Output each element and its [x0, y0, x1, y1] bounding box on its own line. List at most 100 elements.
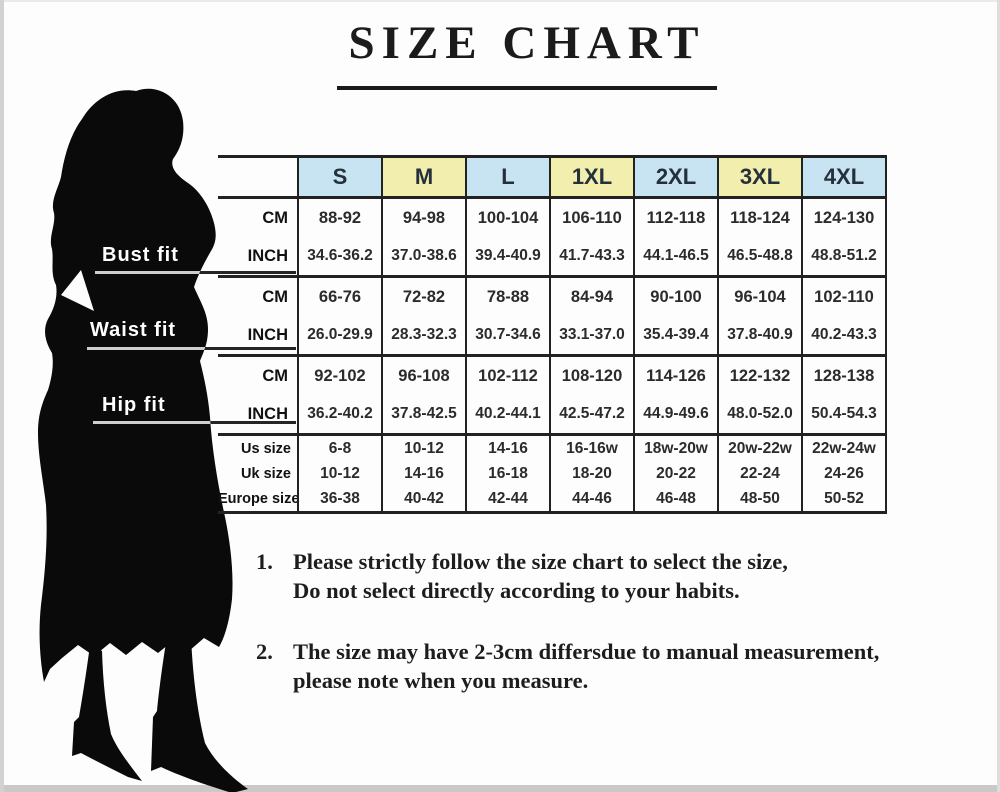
size-cell: 24-26 [801, 461, 887, 486]
size-cell: 37.8-40.9 [717, 316, 803, 357]
size-cell: 22w-24w [801, 434, 887, 461]
size-cell: 41.7-43.3 [549, 237, 635, 278]
size-cell: 118-124 [717, 197, 803, 237]
bust-fit-label: Bust fit [102, 244, 179, 266]
row-label: INCH [218, 316, 299, 357]
size-cell: 40.2-44.1 [465, 395, 551, 436]
size-header-1xl: 1XL [549, 155, 635, 199]
size-cell: 14-16 [381, 461, 467, 486]
note-line: Do not select directly according to your… [293, 578, 740, 603]
row-label: Us size [218, 434, 299, 461]
size-cell: 16-18 [465, 461, 551, 486]
size-cell: 78-88 [465, 276, 551, 316]
size-cell: 88-92 [297, 197, 383, 237]
size-cell: 36-38 [297, 486, 383, 514]
note-text: The size may have 2-3cm differsdue to ma… [293, 637, 879, 695]
size-cell: 10-12 [297, 461, 383, 486]
size-cell: 48.0-52.0 [717, 395, 803, 436]
size-cell: 94-98 [381, 197, 467, 237]
size-header-s: S [297, 155, 383, 199]
corner-cell [218, 155, 299, 199]
note-number: 1. [256, 549, 273, 574]
size-header-m: M [381, 155, 467, 199]
size-cell: 106-110 [549, 197, 635, 237]
size-cell: 36.2-40.2 [297, 395, 383, 436]
table-row: CM 66-76 72-82 78-88 84-94 90-100 96-104… [218, 276, 887, 316]
size-cell: 46-48 [633, 486, 719, 514]
size-cell: 28.3-32.3 [381, 316, 467, 357]
size-header-4xl: 4XL [801, 155, 887, 199]
size-cell: 26.0-29.9 [297, 316, 383, 357]
table-row: CM 88-92 94-98 100-104 106-110 112-118 1… [218, 197, 887, 237]
size-cell: 40.2-43.3 [801, 316, 887, 357]
size-cell: 16-16w [549, 434, 635, 461]
size-cell: 66-76 [297, 276, 383, 316]
size-cell: 122-132 [717, 355, 803, 395]
bust-pointer-line [95, 271, 296, 274]
size-cell: 108-120 [549, 355, 635, 395]
size-cell: 84-94 [549, 276, 635, 316]
note-1: 1. Please strictly follow the size chart… [256, 547, 986, 605]
size-cell: 124-130 [801, 197, 887, 237]
note-text: Please strictly follow the size chart to… [293, 547, 788, 605]
size-cell: 22-24 [717, 461, 803, 486]
size-cell: 44.1-46.5 [633, 237, 719, 278]
table-row: Uk size 10-12 14-16 16-18 18-20 20-22 22… [218, 461, 887, 486]
size-cell: 50.4-54.3 [801, 395, 887, 436]
size-cell: 50-52 [801, 486, 887, 514]
size-cell: 35.4-39.4 [633, 316, 719, 357]
size-cell: 102-112 [465, 355, 551, 395]
row-label: CM [218, 197, 299, 237]
note-number: 2. [256, 639, 273, 664]
size-cell: 112-118 [633, 197, 719, 237]
waist-fit-label: Waist fit [90, 319, 177, 341]
note-line: please note when you measure. [293, 668, 589, 693]
note-line: The size may have 2-3cm differsdue to ma… [293, 639, 880, 664]
size-cell: 48-50 [717, 486, 803, 514]
size-cell: 34.6-36.2 [297, 237, 383, 278]
page-title: SIZE CHART [348, 17, 706, 69]
row-label: INCH [218, 237, 299, 278]
title-underline [337, 86, 717, 90]
row-label: CM [218, 276, 299, 316]
size-cell: 46.5-48.8 [717, 237, 803, 278]
size-cell: 44.9-49.6 [633, 395, 719, 436]
size-cell: 30.7-34.6 [465, 316, 551, 357]
size-cell: 33.1-37.0 [549, 316, 635, 357]
table-row: Us size 6-8 10-12 14-16 16-16w 18w-20w 2… [218, 434, 887, 461]
table-row: INCH 26.0-29.9 28.3-32.3 30.7-34.6 33.1-… [218, 316, 887, 357]
row-label: Uk size [218, 461, 299, 486]
size-cell: 20w-22w [717, 434, 803, 461]
woman-silhouette-graphic [38, 88, 248, 792]
size-cell: 42.5-47.2 [549, 395, 635, 436]
size-cell: 10-12 [381, 434, 467, 461]
size-cell: 18w-20w [633, 434, 719, 461]
size-cell: 114-126 [633, 355, 719, 395]
size-table: S M L 1XL 2XL 3XL 4XL CM 88-92 94-98 100… [218, 155, 887, 514]
size-cell: 100-104 [465, 197, 551, 237]
size-cell: 40-42 [381, 486, 467, 514]
size-cell: 42-44 [465, 486, 551, 514]
size-cell: 102-110 [801, 276, 887, 316]
size-cell: 128-138 [801, 355, 887, 395]
row-label: INCH [218, 395, 299, 436]
hip-fit-label: Hip fit [102, 394, 166, 416]
size-cell: 37.8-42.5 [381, 395, 467, 436]
size-cell: 48.8-51.2 [801, 237, 887, 278]
size-cell: 14-16 [465, 434, 551, 461]
size-cell: 39.4-40.9 [465, 237, 551, 278]
table-row: INCH 36.2-40.2 37.8-42.5 40.2-44.1 42.5-… [218, 395, 887, 436]
table-row: CM 92-102 96-108 102-112 108-120 114-126… [218, 355, 887, 395]
note-line: Please strictly follow the size chart to… [293, 549, 788, 574]
hip-pointer-line [93, 421, 296, 424]
size-cell: 37.0-38.6 [381, 237, 467, 278]
size-cell: 20-22 [633, 461, 719, 486]
size-header-row: S M L 1XL 2XL 3XL 4XL [218, 155, 887, 199]
size-header-l: L [465, 155, 551, 199]
notes-section: 1. Please strictly follow the size chart… [256, 547, 986, 727]
size-cell: 18-20 [549, 461, 635, 486]
size-header-2xl: 2XL [633, 155, 719, 199]
size-cell: 92-102 [297, 355, 383, 395]
row-label: CM [218, 355, 299, 395]
